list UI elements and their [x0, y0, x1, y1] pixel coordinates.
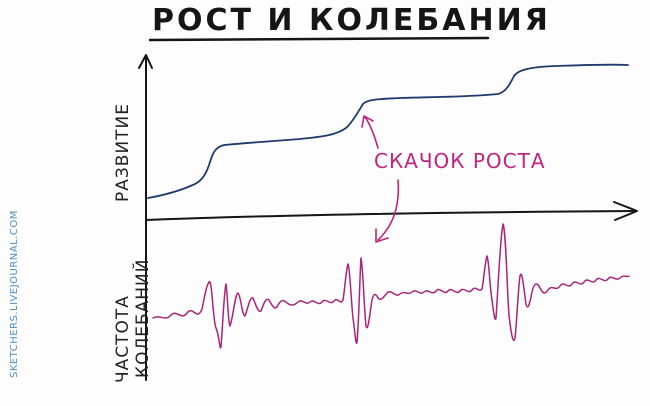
diagram-title: РОСТ И КОЛЕБАНИЯ: [152, 3, 551, 38]
credit-text: SKETCHERS.LIVEJOURNAL.COM: [9, 210, 20, 378]
growth-curve: [147, 63, 629, 199]
y-label-frequency-line2: КОЛЕБАНИЙ: [131, 259, 153, 378]
horizontal-axis-arrowhead: [613, 201, 638, 221]
annotation-arrow-up-head: [361, 115, 374, 128]
annotation-arrow-up: [364, 116, 379, 149]
annotation-arrow-down: [377, 179, 400, 241]
annotation-arrow-down-head: [375, 228, 389, 243]
title-underline: [148, 36, 490, 42]
horizontal-axis: [145, 210, 637, 221]
vertical-axis-arrowhead: [138, 54, 153, 69]
growth-jump-label: СКАЧОК РОСТА: [374, 149, 546, 173]
y-label-development: РАЗВИТИЕ: [113, 103, 133, 202]
y-label-frequency-line1: ЧАСТОТА: [113, 295, 133, 383]
oscillation-wave: [152, 223, 630, 349]
